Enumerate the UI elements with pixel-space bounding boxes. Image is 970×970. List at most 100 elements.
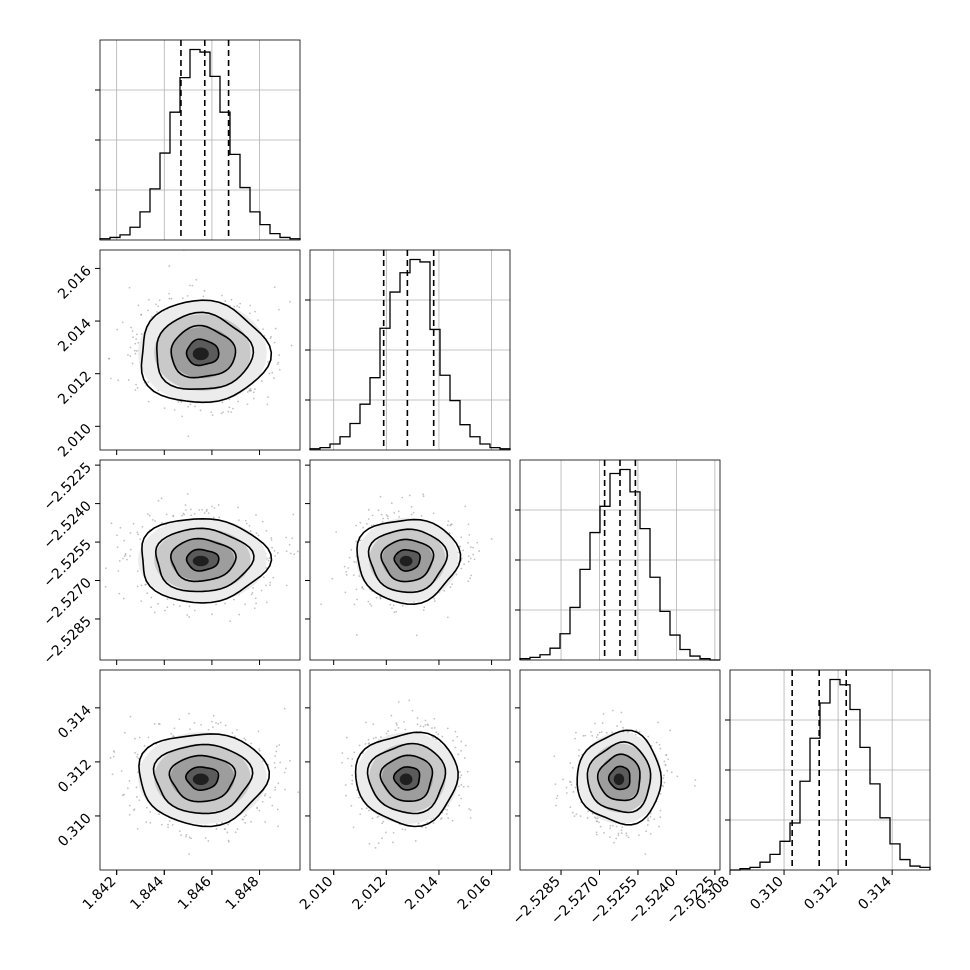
sample-point [129,548,132,551]
sample-point [254,310,257,313]
sample-point [187,435,190,438]
sample-point [170,732,173,735]
sample-point [659,747,662,750]
sample-point [204,837,207,839]
sample-point [569,806,572,809]
x-tick-label: 0.312 [801,874,841,914]
sample-point [224,300,227,302]
panel-frame [99,39,301,241]
sample-point [145,821,148,823]
pair-content [553,709,697,855]
sample-point [347,567,350,569]
sample-point [136,585,139,588]
sample-point [345,574,348,576]
pair-content [104,493,299,623]
sample-point [435,731,438,734]
sample-point [662,785,665,788]
sample-point [130,326,132,329]
sample-point [397,510,400,513]
sample-point [446,727,449,730]
sample-point [200,723,202,726]
sample-point [408,494,411,497]
sample-point [380,513,383,516]
sample-point [137,341,140,344]
sample-point [207,840,210,842]
sample-point [432,736,434,739]
sample-point [109,756,112,759]
sample-point [619,720,622,723]
sample-point [458,794,461,797]
sample-point [358,744,361,747]
sample-point [184,835,187,838]
sample-point [572,791,575,793]
sample-point [146,806,148,809]
sample-point [120,770,123,772]
contour-line [366,742,447,815]
sample-point [126,787,129,790]
sample-point [613,841,615,844]
sample-point [574,786,577,789]
sample-point [284,788,286,791]
sample-point [134,389,137,391]
sample-point [655,741,658,744]
sample-point [663,760,666,763]
sample-point [217,504,220,506]
sample-point [273,550,276,552]
sample-point [127,379,130,381]
sample-point [617,832,620,835]
sample-point [362,526,364,529]
sample-point [157,499,160,502]
sample-point [433,600,436,603]
sample-point [188,712,190,715]
sample-point [459,771,461,773]
sample-point [272,576,275,579]
sample-point [379,596,381,598]
sample-point [364,742,367,745]
sample-point [403,720,406,723]
sample-point [267,559,270,562]
sample-point [278,308,280,311]
sample-point [123,731,126,734]
y-tick-label: 2.010 [55,421,95,461]
contour-line [393,549,421,572]
sample-point [107,357,110,360]
sample-point [385,514,388,516]
sample-point [285,584,288,587]
sample-point [344,591,347,594]
x-tick-label: 2.010 [297,874,337,914]
sample-point [289,759,291,762]
sample-point [448,532,451,534]
sample-point [261,520,264,523]
sample-point [273,341,276,344]
sample-point [202,295,205,298]
sample-point [347,757,349,760]
sample-point [189,728,191,731]
sample-point [224,724,227,727]
sample-point [449,524,452,527]
sample-point [379,495,382,498]
sample-point [556,794,559,797]
sample-point [170,297,173,300]
sample-point [275,745,278,748]
sample-point [248,312,251,315]
sample-point [244,519,247,522]
x-tick-label: 1.846 [175,873,215,913]
sample-point [368,842,371,845]
contour-line [596,753,641,802]
sample-point [266,403,269,406]
sample-point [376,816,379,819]
sample-point [408,699,411,702]
sample-point [381,822,384,825]
sample-point [359,539,362,542]
sample-point [177,401,180,403]
sample-point [151,316,153,318]
sample-point [264,584,267,587]
sample-point [447,817,450,820]
sample-point [135,350,138,352]
sample-point [158,813,160,816]
sample-point [218,516,221,519]
sample-point [227,840,230,843]
sample-point [670,771,673,774]
sample-point [244,603,246,606]
sample-point [664,763,667,766]
